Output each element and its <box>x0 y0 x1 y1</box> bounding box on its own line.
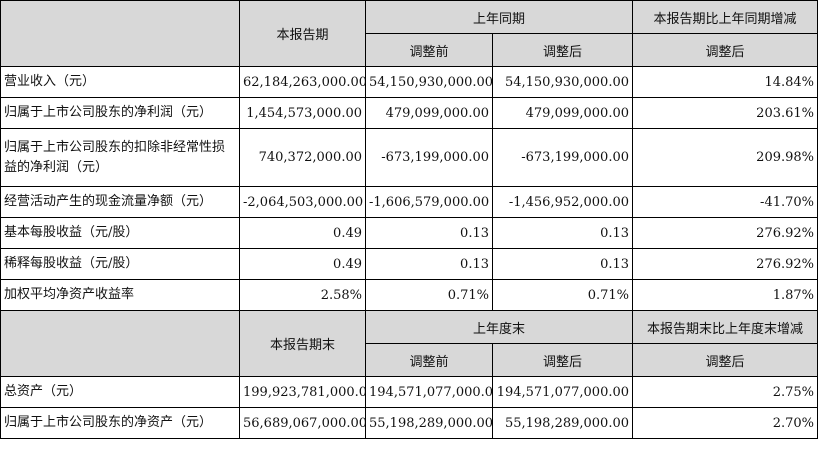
subheader-after-adjustment: 调整后 <box>491 343 634 377</box>
table-row: 归属于上市公司股东的扣除非经常性损益的净利润（元） 740,372,000.00… <box>0 128 819 187</box>
section2-header-row: 本报告期末 上年度末 本报告期末比上年度末增减 <box>0 310 819 377</box>
section2-subheader-row: 调整前 调整后 调整后 <box>1 343 819 377</box>
header-current-period: 本报告期 <box>239 0 366 67</box>
before-value: 479,099,000.00 <box>365 97 493 129</box>
header-blank-cell <box>0 310 240 377</box>
before-value: 55,198,289,000.00 <box>365 407 493 439</box>
subheader-before-adjustment: 调整前 <box>365 33 493 67</box>
header-period-end: 本报告期末 <box>239 310 366 377</box>
current-value: 0.49 <box>239 217 366 249</box>
change-value: 2.70% <box>632 407 819 439</box>
header-change-vs-year-end: 本报告期末比上年度末增减 <box>632 310 819 344</box>
after-value: 194,571,077,000.00 <box>491 376 634 408</box>
subheader-change-after-adjustment: 调整后 <box>632 343 819 377</box>
after-value: 55,198,289,000.00 <box>491 407 634 439</box>
section1-subheader-row: 调整前 调整后 调整后 <box>1 33 819 67</box>
row-label: 营业收入（元） <box>0 66 240 98</box>
current-value: -2,064,503,000.00 <box>239 186 366 218</box>
change-value: 203.61% <box>632 97 819 129</box>
before-value: 0.13 <box>365 217 493 249</box>
table-row: 加权平均净资产收益率 2.58% 0.71% 0.71% 1.87% <box>0 279 819 311</box>
header-change: 本报告期比上年同期增减 <box>632 0 819 34</box>
change-value: 276.92% <box>632 248 819 280</box>
before-value: 54,150,930,000.00 <box>365 66 493 98</box>
row-label: 归属于上市公司股东的净利润（元） <box>0 97 240 129</box>
before-value: 194,571,077,000.00 <box>365 376 493 408</box>
after-value: 0.13 <box>491 217 634 249</box>
subheader-before-adjustment: 调整前 <box>365 343 493 377</box>
header-blank-cell <box>0 0 240 67</box>
header-prior-period: 上年同期 <box>364 0 634 34</box>
table-row: 归属于上市公司股东的净利润（元） 1,454,573,000.00 479,09… <box>0 97 819 129</box>
before-value: -673,199,000.00 <box>365 128 493 187</box>
subheader-after-adjustment: 调整后 <box>491 33 634 67</box>
table-row: 归属于上市公司股东的净资产（元） 56,689,067,000.00 55,19… <box>0 407 819 439</box>
before-value: 0.13 <box>365 248 493 280</box>
change-value: 209.98% <box>632 128 819 187</box>
financial-summary-table: 本报告期 上年同期 本报告期比上年同期增减 调整前 调整后 调整后 营业收入（元… <box>0 0 819 439</box>
current-value: 62,184,263,000.00 <box>239 66 366 98</box>
change-value: -41.70% <box>632 186 819 218</box>
header-prior-year-end: 上年度末 <box>364 310 634 344</box>
section1-header-row: 本报告期 上年同期 本报告期比上年同期增减 <box>0 0 819 67</box>
current-value: 740,372,000.00 <box>239 128 366 187</box>
table-row: 基本每股收益（元/股） 0.49 0.13 0.13 276.92% <box>0 217 819 249</box>
after-value: 479,099,000.00 <box>491 97 634 129</box>
row-label: 基本每股收益（元/股） <box>0 217 240 249</box>
row-label: 归属于上市公司股东的净资产（元） <box>0 407 240 439</box>
current-value: 199,923,781,000.00 <box>239 376 366 408</box>
current-value: 1,454,573,000.00 <box>239 97 366 129</box>
change-value: 1.87% <box>632 279 819 311</box>
table-row: 经营活动产生的现金流量净额（元） -2,064,503,000.00 -1,60… <box>0 186 819 218</box>
row-label: 加权平均净资产收益率 <box>0 279 240 311</box>
before-value: -1,606,579,000.00 <box>365 186 493 218</box>
current-value: 0.49 <box>239 248 366 280</box>
after-value: 0.13 <box>491 248 634 280</box>
table-row: 稀释每股收益（元/股） 0.49 0.13 0.13 276.92% <box>0 248 819 280</box>
row-label: 归属于上市公司股东的扣除非经常性损益的净利润（元） <box>0 128 240 187</box>
row-label: 经营活动产生的现金流量净额（元） <box>0 186 240 218</box>
table-row: 总资产（元） 199,923,781,000.00 194,571,077,00… <box>0 376 819 408</box>
current-value: 56,689,067,000.00 <box>239 407 366 439</box>
change-value: 276.92% <box>632 217 819 249</box>
row-label: 总资产（元） <box>0 376 240 408</box>
change-value: 14.84% <box>632 66 819 98</box>
subheader-change-after-adjustment: 调整后 <box>632 33 819 67</box>
after-value: -673,199,000.00 <box>491 128 634 187</box>
table-row: 营业收入（元） 62,184,263,000.00 54,150,930,000… <box>0 66 819 98</box>
current-value: 2.58% <box>239 279 366 311</box>
after-value: 0.71% <box>491 279 634 311</box>
before-value: 0.71% <box>365 279 493 311</box>
change-value: 2.75% <box>632 376 819 408</box>
row-label: 稀释每股收益（元/股） <box>0 248 240 280</box>
after-value: 54,150,930,000.00 <box>491 66 634 98</box>
after-value: -1,456,952,000.00 <box>491 186 634 218</box>
